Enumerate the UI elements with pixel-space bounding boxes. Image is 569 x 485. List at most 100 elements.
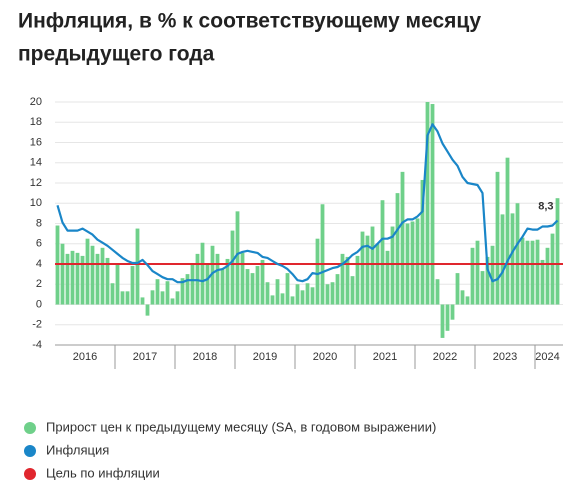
bar — [435, 279, 440, 305]
bar — [370, 226, 375, 305]
bar — [395, 193, 400, 305]
bar — [300, 290, 305, 305]
x-tick-label: 2020 — [313, 351, 337, 363]
legend-marker — [24, 422, 36, 434]
bar — [305, 283, 310, 305]
bar — [115, 264, 120, 305]
bar — [280, 293, 285, 305]
bar — [260, 259, 265, 305]
bar — [430, 104, 435, 305]
bar — [410, 221, 415, 305]
bar — [270, 295, 275, 305]
inflation-line — [56, 123, 559, 284]
bar — [225, 258, 230, 305]
bar — [155, 279, 160, 305]
bar — [165, 281, 170, 305]
bar — [360, 231, 365, 305]
x-tick-label: 2022 — [433, 351, 457, 363]
y-tick-label: 0 — [36, 298, 42, 310]
bar — [245, 269, 250, 305]
bar — [250, 273, 255, 305]
bar — [490, 245, 495, 305]
y-tick-label: 10 — [30, 197, 42, 209]
bar — [315, 238, 320, 305]
bar — [285, 273, 290, 305]
bar — [295, 284, 300, 305]
bar — [275, 279, 280, 305]
bar — [495, 171, 500, 305]
bar — [355, 255, 360, 305]
bar — [190, 264, 195, 305]
y-tick-label: 8 — [36, 217, 42, 229]
bar — [550, 233, 555, 305]
bar — [500, 214, 505, 305]
bar — [390, 226, 395, 305]
legend-label: Инфляция — [46, 442, 109, 457]
bar — [175, 291, 180, 305]
bar — [55, 225, 60, 305]
bar — [145, 304, 150, 316]
bar — [400, 171, 405, 305]
bar — [555, 198, 560, 305]
bar — [420, 179, 425, 305]
bar — [75, 252, 80, 305]
bar — [80, 255, 85, 305]
x-tick-label: 2017 — [133, 351, 157, 363]
bar — [150, 290, 155, 305]
bar — [90, 245, 95, 305]
bar — [380, 200, 385, 305]
y-tick-label: 12 — [30, 177, 42, 189]
bar — [290, 296, 295, 305]
bar — [460, 290, 465, 305]
bar — [180, 278, 185, 305]
y-tick-label: 16 — [30, 136, 42, 148]
x-tick-label: 2016 — [73, 351, 97, 363]
bar — [445, 304, 450, 331]
bar — [475, 240, 480, 305]
bar — [130, 266, 135, 305]
bar — [125, 291, 130, 305]
bar — [375, 243, 380, 305]
bar — [220, 269, 225, 305]
bar — [365, 235, 370, 305]
bar — [230, 230, 235, 305]
bar — [450, 304, 455, 320]
bar — [515, 203, 520, 305]
bar — [215, 253, 220, 305]
y-tick-label: -2 — [32, 319, 42, 331]
bar — [160, 291, 165, 305]
bar — [205, 264, 210, 305]
bar — [345, 256, 350, 305]
legend-label: Прирост цен к предыдущему месяцу (SA, в … — [46, 419, 436, 434]
bar — [335, 274, 340, 305]
x-tick-label: 2024 — [535, 351, 559, 363]
bar — [545, 247, 550, 305]
x-tick-label: 2018 — [193, 351, 217, 363]
bar — [235, 211, 240, 305]
x-tick-label: 2023 — [493, 351, 517, 363]
bar — [425, 102, 430, 305]
bar — [95, 253, 100, 305]
bar — [385, 250, 390, 305]
bar — [310, 287, 315, 305]
chart-title: Инфляция, в % к соответствующему месяцу — [18, 10, 481, 33]
bar — [185, 274, 190, 305]
bar — [240, 252, 245, 305]
bar — [350, 276, 355, 305]
bar — [320, 204, 325, 305]
bar — [140, 297, 145, 305]
bar — [210, 245, 215, 305]
bar — [65, 253, 70, 305]
y-tick-label: 14 — [30, 157, 42, 169]
bar — [465, 296, 470, 305]
legend-label: Цель по инфляции — [46, 465, 160, 480]
bar — [470, 247, 475, 305]
legend-marker — [24, 468, 36, 480]
bar — [510, 213, 515, 305]
bar — [340, 253, 345, 305]
y-tick-label: 20 — [30, 96, 42, 108]
x-tick-label: 2019 — [253, 351, 277, 363]
bar — [110, 283, 115, 305]
chart-title: предыдущего года — [18, 43, 215, 66]
value-label: 8,3 — [538, 200, 553, 212]
